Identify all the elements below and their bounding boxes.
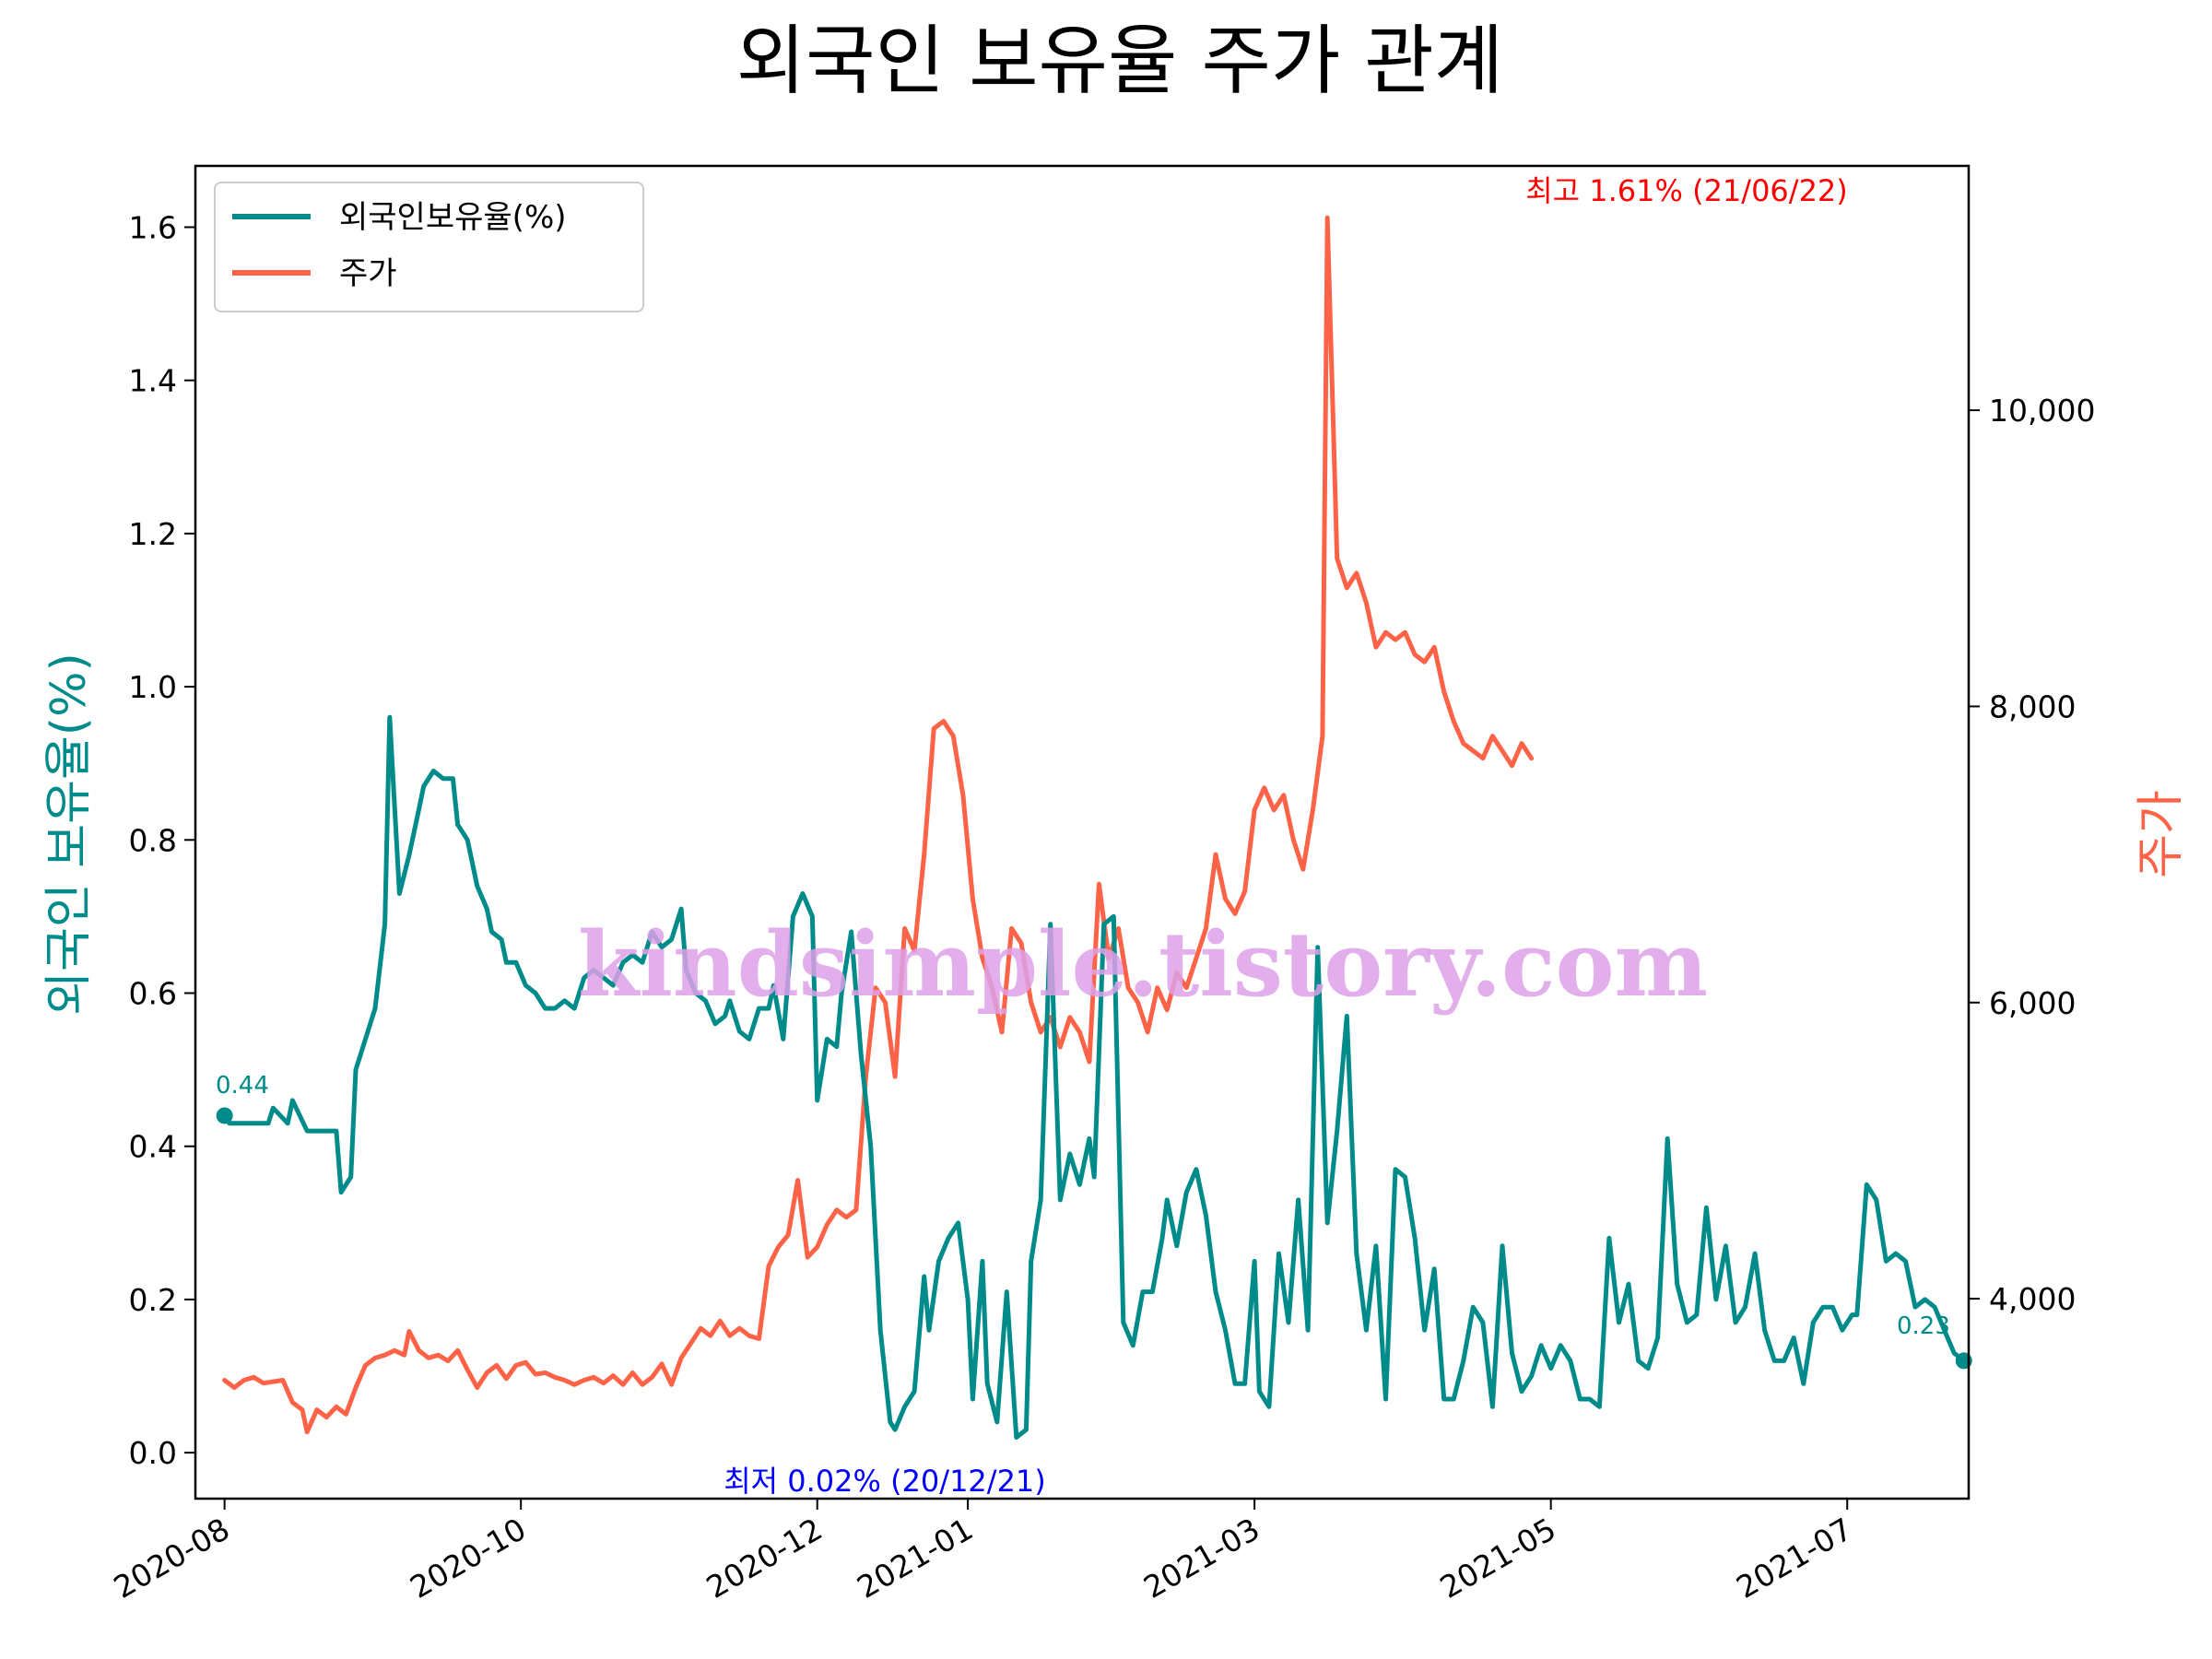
- legend-label-foreign-ratio: 외국인보유율(%): [339, 199, 567, 236]
- legend-box: [214, 182, 644, 312]
- y-right-tick-label: 8,000: [1989, 688, 2076, 724]
- y-axis-right: 4,000 6,000 8,000 10,000: [1969, 393, 2095, 1317]
- y-right-tick-label: 6,000: [1989, 985, 2076, 1021]
- y-left-tick-label: 0.8: [129, 822, 177, 858]
- series-layer: [222, 215, 1967, 1440]
- series-line-price: [222, 215, 1535, 1435]
- y-left-tick-label: 1.6: [129, 209, 177, 245]
- y-left-tick-label: 0.0: [129, 1435, 177, 1471]
- end-value-label: 0.23: [1897, 1312, 1950, 1340]
- x-tick-label: 2021-07: [1730, 1511, 1858, 1606]
- x-tick-label: 2020-10: [404, 1511, 532, 1606]
- x-tick-label: 2021-01: [851, 1511, 979, 1606]
- y-left-tick-label: 1.2: [129, 516, 177, 552]
- y-axis-left: 0.0 0.2 0.4 0.6 0.8 1.0 1.2 1.4 1.6: [129, 209, 195, 1471]
- x-tick-label: 2020-08: [108, 1511, 236, 1606]
- y-axis-right-label: 주가: [2134, 790, 2189, 878]
- y-right-tick-label: 10,000: [1989, 393, 2095, 429]
- max-annotation: 최고 1.61% (21/06/22): [1525, 173, 1848, 208]
- y-left-tick-label: 1.4: [129, 363, 177, 399]
- annotation-layer: 최고 1.61% (21/06/22) 최저 0.02% (20/12/21) 0.…: [216, 173, 1950, 1499]
- x-axis: 2020-08 2020-10 2020-12 2021-01 2021-03 2021-…: [108, 1499, 1858, 1606]
- y-left-tick-label: 1.0: [129, 669, 177, 705]
- x-tick-label: 2021-03: [1137, 1511, 1265, 1606]
- y-right-tick-label: 4,000: [1989, 1281, 2076, 1317]
- legend: 외국인보유율(%) 주가: [214, 182, 644, 312]
- watermark: kindsimple.tistory.com: [578, 912, 1708, 1017]
- y-left-tick-label: 0.2: [129, 1282, 177, 1318]
- series-line-foreign-ratio: [222, 714, 1967, 1440]
- y-left-tick-label: 0.4: [129, 1129, 177, 1165]
- plot-frame: [194, 164, 1971, 1500]
- start-point-marker: [216, 1107, 233, 1124]
- y-left-tick-label: 0.6: [129, 976, 177, 1012]
- chart-title: 외국인 보유율 주가 관계: [736, 18, 1504, 105]
- x-tick-label: 2020-12: [700, 1511, 829, 1606]
- min-annotation: 최저 0.02% (20/12/21): [724, 1464, 1046, 1499]
- x-tick-label: 2021-05: [1434, 1511, 1562, 1606]
- legend-label-price: 주가: [339, 255, 397, 292]
- start-value-label: 0.44: [216, 1072, 269, 1100]
- y-axis-left-label: 외국인 보유율(%): [41, 653, 97, 1016]
